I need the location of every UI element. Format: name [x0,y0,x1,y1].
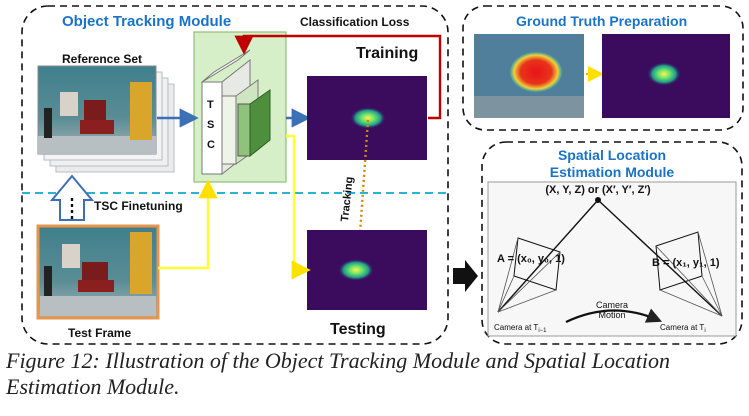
object-tracking-frame [21,5,449,345]
ground-truth-title: Ground Truth Preparation [516,13,687,29]
object-tracking-title: Object Tracking Module [62,13,231,30]
point-b-label: B = (x₁, y₁, 1) [652,257,720,269]
tsc-letter-s: S [207,119,214,131]
classification-loss-label: Classification Loss [300,15,410,29]
reference-set-label: Reference Set [62,52,142,66]
point-a-label: A = (x₀, y₀, 1) [497,253,565,265]
camera-motion-line1: Camera [596,300,628,310]
world-point-label: (X, Y, Z) or (X′, Y′, Z′) [545,184,651,196]
reference-set-images [37,65,175,173]
testing-label: Testing [330,321,386,338]
ground-truth-overlay-image [474,34,584,118]
testing-heatmap [307,230,427,310]
tsc-to-testing-arrow [286,134,311,280]
tsc-letter-t: T [207,99,214,111]
spatial-title-line1: Spatial Location [558,147,666,163]
tracking-label: Tracking [339,176,356,222]
spatial-title-line2: Estimation Module [550,164,675,180]
camera-motion-line2: Motion [598,310,625,320]
tsc-finetuning-label: TSC Finetuning [94,199,183,213]
tsc-network-blocks [201,49,271,176]
spatial-frame [481,141,743,345]
test-frame-to-tsc-arrow [158,179,218,270]
tracking-arrow [349,119,370,267]
tsc-letter-c: C [207,139,215,151]
test-frame-label: Test Frame [68,326,131,340]
training-heatmap [307,76,427,160]
camera-right-label: Camera at Ti [660,323,706,334]
ground-truth-heatmap [602,34,730,118]
training-label: Training [356,45,418,62]
figure-caption: Figure 12: Illustration of the Object Tr… [6,348,671,399]
camera-left-label: Camera at Ti−1 [494,323,547,334]
test-frame-image [36,224,160,320]
module-connector-arrow [453,260,478,292]
classification-loss-arrow [234,34,442,120]
spatial-geometry-panel [487,181,737,337]
tsc-finetuning-arrow [49,174,95,221]
